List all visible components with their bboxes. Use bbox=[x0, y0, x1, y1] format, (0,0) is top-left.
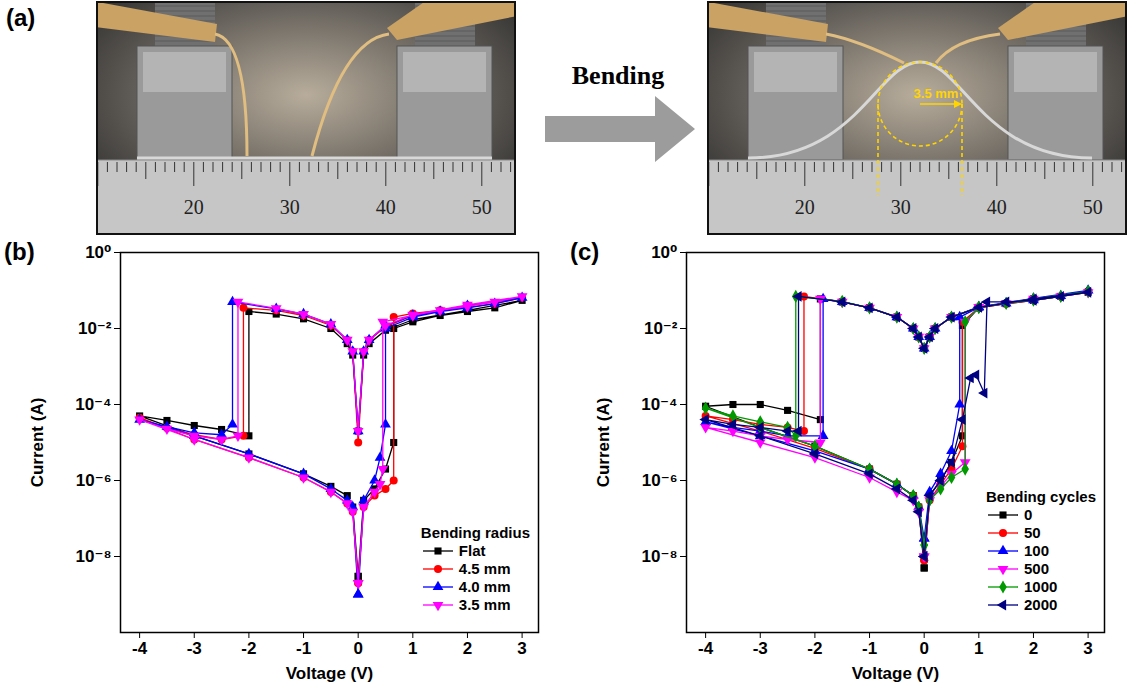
svg-text:-1: -1 bbox=[862, 639, 877, 658]
html-text:Bending cycles: Bending cycles bbox=[986, 488, 1096, 505]
svg-text:-2: -2 bbox=[241, 639, 256, 658]
svg-text:(a): (a) bbox=[6, 4, 35, 31]
svg-text:10⁻⁴: 10⁻⁴ bbox=[641, 395, 677, 414]
html-text:3.5 mm: 3.5 mm bbox=[458, 596, 511, 613]
html-text:100: 100 bbox=[1024, 542, 1049, 559]
svg-text:-4: -4 bbox=[698, 639, 714, 658]
html-text:Bending radius: Bending radius bbox=[420, 524, 530, 541]
svg-text:1: 1 bbox=[408, 639, 417, 658]
html-text:1000: 1000 bbox=[1024, 578, 1058, 595]
svg-text:-3: -3 bbox=[753, 639, 768, 658]
svg-text:10⁻²: 10⁻² bbox=[644, 319, 678, 338]
svg-text:1: 1 bbox=[974, 639, 983, 658]
svg-text:Bending: Bending bbox=[572, 61, 665, 90]
svg-text:10⁻⁸: 10⁻⁸ bbox=[76, 547, 112, 566]
svg-text:Voltage (V): Voltage (V) bbox=[852, 664, 940, 683]
svg-text:3.5 mm: 3.5 mm bbox=[914, 86, 959, 101]
html-text:2000: 2000 bbox=[1024, 596, 1058, 613]
svg-text:0: 0 bbox=[353, 639, 362, 658]
svg-text:20: 20 bbox=[184, 196, 204, 218]
svg-text:10⁻⁶: 10⁻⁶ bbox=[642, 471, 678, 490]
svg-text:2: 2 bbox=[463, 639, 472, 658]
svg-text:-1: -1 bbox=[296, 639, 311, 658]
svg-text:10⁻⁸: 10⁻⁸ bbox=[642, 547, 678, 566]
svg-text:10⁰: 10⁰ bbox=[85, 243, 111, 262]
svg-text:Voltage (V): Voltage (V) bbox=[286, 664, 374, 683]
html-text:Flat: Flat bbox=[458, 542, 486, 559]
html-text:(b): (b) bbox=[4, 238, 35, 265]
svg-text:-3: -3 bbox=[187, 639, 202, 658]
svg-text:-4: -4 bbox=[132, 639, 148, 658]
svg-text:3: 3 bbox=[1083, 639, 1092, 658]
html-text:4.0 mm: 4.0 mm bbox=[458, 578, 511, 595]
svg-text:0: 0 bbox=[919, 639, 928, 658]
svg-text:50: 50 bbox=[1083, 196, 1103, 218]
svg-text:10⁻²: 10⁻² bbox=[78, 319, 112, 338]
html-text:(c): (c) bbox=[570, 238, 600, 265]
svg-text:10⁰: 10⁰ bbox=[651, 243, 677, 262]
svg-text:Current (A): Current (A) bbox=[594, 398, 613, 488]
svg-text:10⁻⁶: 10⁻⁶ bbox=[76, 471, 112, 490]
html-text:50: 50 bbox=[1024, 524, 1041, 541]
svg-text:-2: -2 bbox=[807, 639, 822, 658]
svg-text:10⁻⁴: 10⁻⁴ bbox=[75, 395, 111, 414]
html-text:4.5 mm: 4.5 mm bbox=[458, 560, 511, 577]
svg-text:Current (A): Current (A) bbox=[28, 398, 47, 488]
svg-text:30: 30 bbox=[891, 196, 911, 218]
html-text:500: 500 bbox=[1024, 560, 1049, 577]
html-text:0: 0 bbox=[1024, 506, 1033, 523]
svg-text:30: 30 bbox=[280, 196, 300, 218]
svg-text:2: 2 bbox=[1029, 639, 1038, 658]
svg-text:40: 40 bbox=[987, 196, 1007, 218]
svg-text:40: 40 bbox=[376, 196, 396, 218]
svg-text:3: 3 bbox=[517, 639, 526, 658]
svg-text:50: 50 bbox=[472, 196, 492, 218]
svg-text:20: 20 bbox=[795, 196, 815, 218]
